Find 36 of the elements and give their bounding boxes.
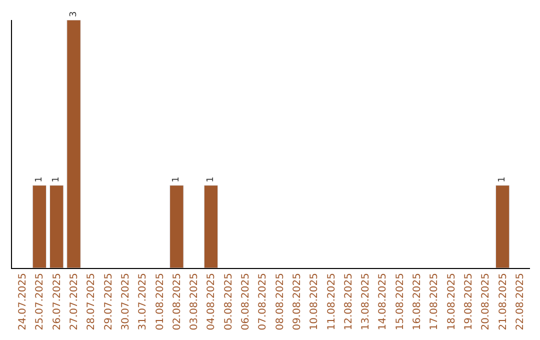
x-tick-label: 17.08.2025 [429, 273, 440, 330]
x-tick-label: 12.08.2025 [343, 273, 354, 330]
x-tick-label: 04.08.2025 [206, 273, 218, 330]
data-label: 1 [52, 176, 62, 182]
x-tick-label: 24.07.2025 [18, 273, 29, 330]
x-tick-label: 31.07.2025 [138, 273, 149, 330]
x-tick-label: 29.07.2025 [103, 273, 114, 330]
x-tick-label: 26.07.2025 [52, 273, 63, 330]
x-tick-label: 03.08.2025 [189, 273, 200, 330]
x-tick-label: 19.08.2025 [464, 273, 474, 330]
x-tick-label: 30.07.2025 [120, 273, 132, 330]
data-label: 3 [68, 11, 79, 17]
x-tick-label: 08.08.2025 [274, 273, 286, 330]
x-tick-label: 27.07.2025 [69, 273, 80, 330]
x-tick-label: 10.08.2025 [309, 273, 320, 330]
x-tick-label: 09.08.2025 [292, 273, 303, 330]
x-tick-label: 21.08.2025 [498, 273, 509, 330]
x-tick-label: 18.08.2025 [446, 273, 458, 330]
data-label: 1 [34, 176, 44, 182]
x-tick-label: 02.08.2025 [172, 273, 183, 330]
x-tick-label: 22.08.2025 [514, 273, 526, 330]
x-tick-label: 11.08.2025 [326, 273, 338, 330]
x-tick-label: 28.07.2025 [86, 273, 98, 330]
x-tick-label: 06.08.2025 [240, 273, 252, 330]
x-tick-label: 07.08.2025 [258, 273, 269, 330]
x-tick-label: 05.08.2025 [223, 273, 234, 330]
x-tick-label: 13.08.2025 [360, 273, 372, 330]
x-tick-label: 16.08.2025 [412, 273, 424, 330]
x-tick-label: 20.08.2025 [480, 273, 492, 330]
x-tick-label: 15.08.2025 [394, 273, 406, 330]
data-label: 1 [206, 176, 216, 182]
x-tick-label: 01.08.2025 [154, 273, 166, 330]
data-label: 1 [498, 176, 508, 182]
data-label: 1 [172, 176, 182, 182]
x-tick-label: 14.08.2025 [378, 273, 389, 330]
x-tick-label: 25.07.2025 [34, 273, 46, 330]
